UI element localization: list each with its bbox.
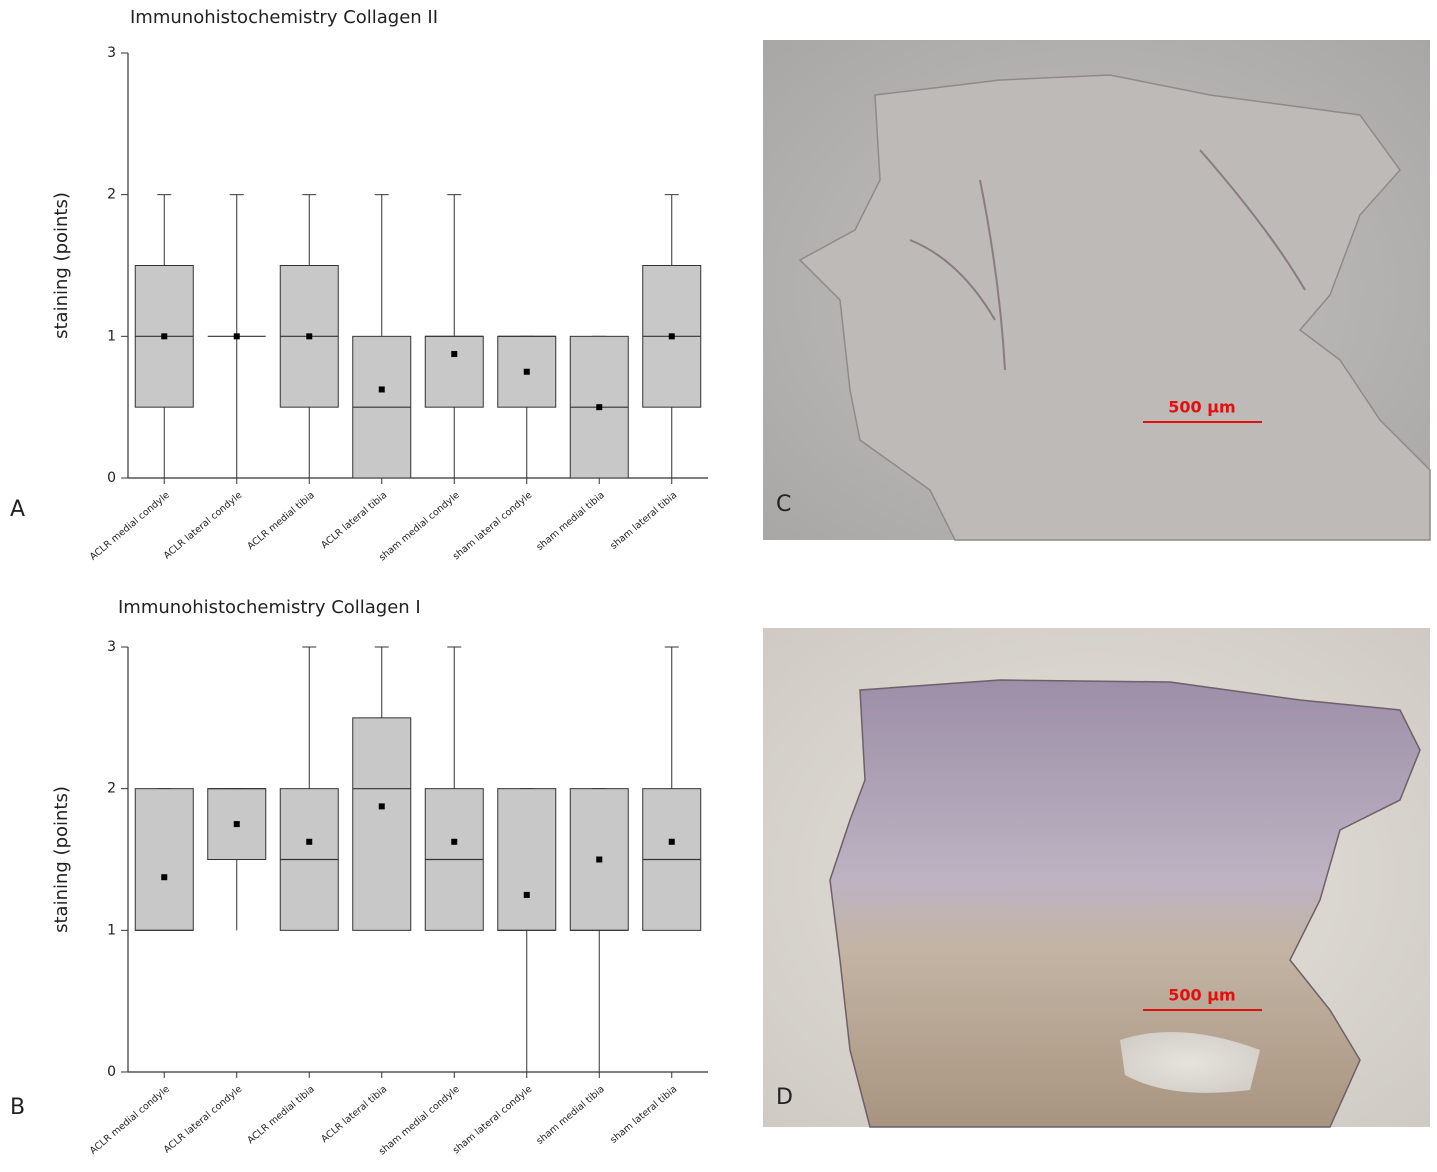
x-tick-label: sham lateral tibia [608,1084,679,1146]
panel-label: A [10,497,25,522]
mean-marker [161,874,167,880]
x-tick-label: sham lateral condyle [451,490,535,563]
x-tick-label: ACLR lateral condyle [162,490,245,562]
y-tick-label: 0 [107,470,116,486]
x-tick-label: ACLR lateral condyle [162,1084,245,1156]
mean-marker [524,369,530,375]
x-tick-label: ACLR lateral tibia [319,490,389,551]
mean-marker [234,821,240,827]
figure: 500 µm C 500 µm D Immunohistochemistry C… [0,0,1437,1168]
x-tick-label: sham medial tibia [534,490,606,553]
x-tick-label: sham medial condyle [377,490,462,564]
y-tick-label: 3 [107,45,116,61]
box [135,789,193,931]
scale-bar-label: 500 µm [1168,398,1235,417]
panel-label: D [776,1085,793,1110]
box [498,789,556,931]
x-tick-label: ACLR medial condyle [88,1084,172,1157]
y-axis-label: staining (points) [51,786,72,933]
mean-marker [669,333,675,339]
mean-marker [596,857,602,863]
micrograph-d: 500 µm D [763,628,1430,1127]
y-tick-label: 1 [107,922,116,938]
x-tick-label: ACLR medial condyle [88,490,172,563]
x-tick-label: ACLR medial tibia [245,1084,316,1146]
mean-marker [234,333,240,339]
panel-label: C [776,492,791,517]
y-tick-label: 2 [107,187,116,203]
y-tick-label: 0 [107,1064,116,1080]
x-tick-label: sham lateral tibia [608,490,679,552]
x-tick-label: sham medial condyle [377,1084,462,1158]
mean-marker [161,333,167,339]
mean-marker [524,892,530,898]
x-tick-label: sham lateral condyle [451,1084,535,1157]
y-tick-label: 2 [107,781,116,797]
chart-title: Immunohistochemistry Collagen I [118,597,421,618]
y-tick-label: 3 [107,639,116,655]
x-tick-label: ACLR lateral tibia [319,1084,389,1145]
panel-label: B [10,1095,25,1120]
x-tick-label: sham medial tibia [534,1084,606,1147]
mean-marker [451,839,457,845]
y-axis-label: staining (points) [51,192,72,339]
chart-title: Immunohistochemistry Collagen II [130,7,438,28]
mean-marker [306,333,312,339]
box [425,336,483,407]
mean-marker [379,803,385,809]
mean-marker [451,351,457,357]
x-tick-label: ACLR medial tibia [245,490,316,552]
scale-bar-label: 500 µm [1168,986,1235,1005]
micrograph-c: 500 µm C [763,40,1430,540]
y-tick-label: 1 [107,328,116,344]
mean-marker [379,386,385,392]
box [353,718,411,931]
mean-marker [669,839,675,845]
mean-marker [306,839,312,845]
mean-marker [596,404,602,410]
